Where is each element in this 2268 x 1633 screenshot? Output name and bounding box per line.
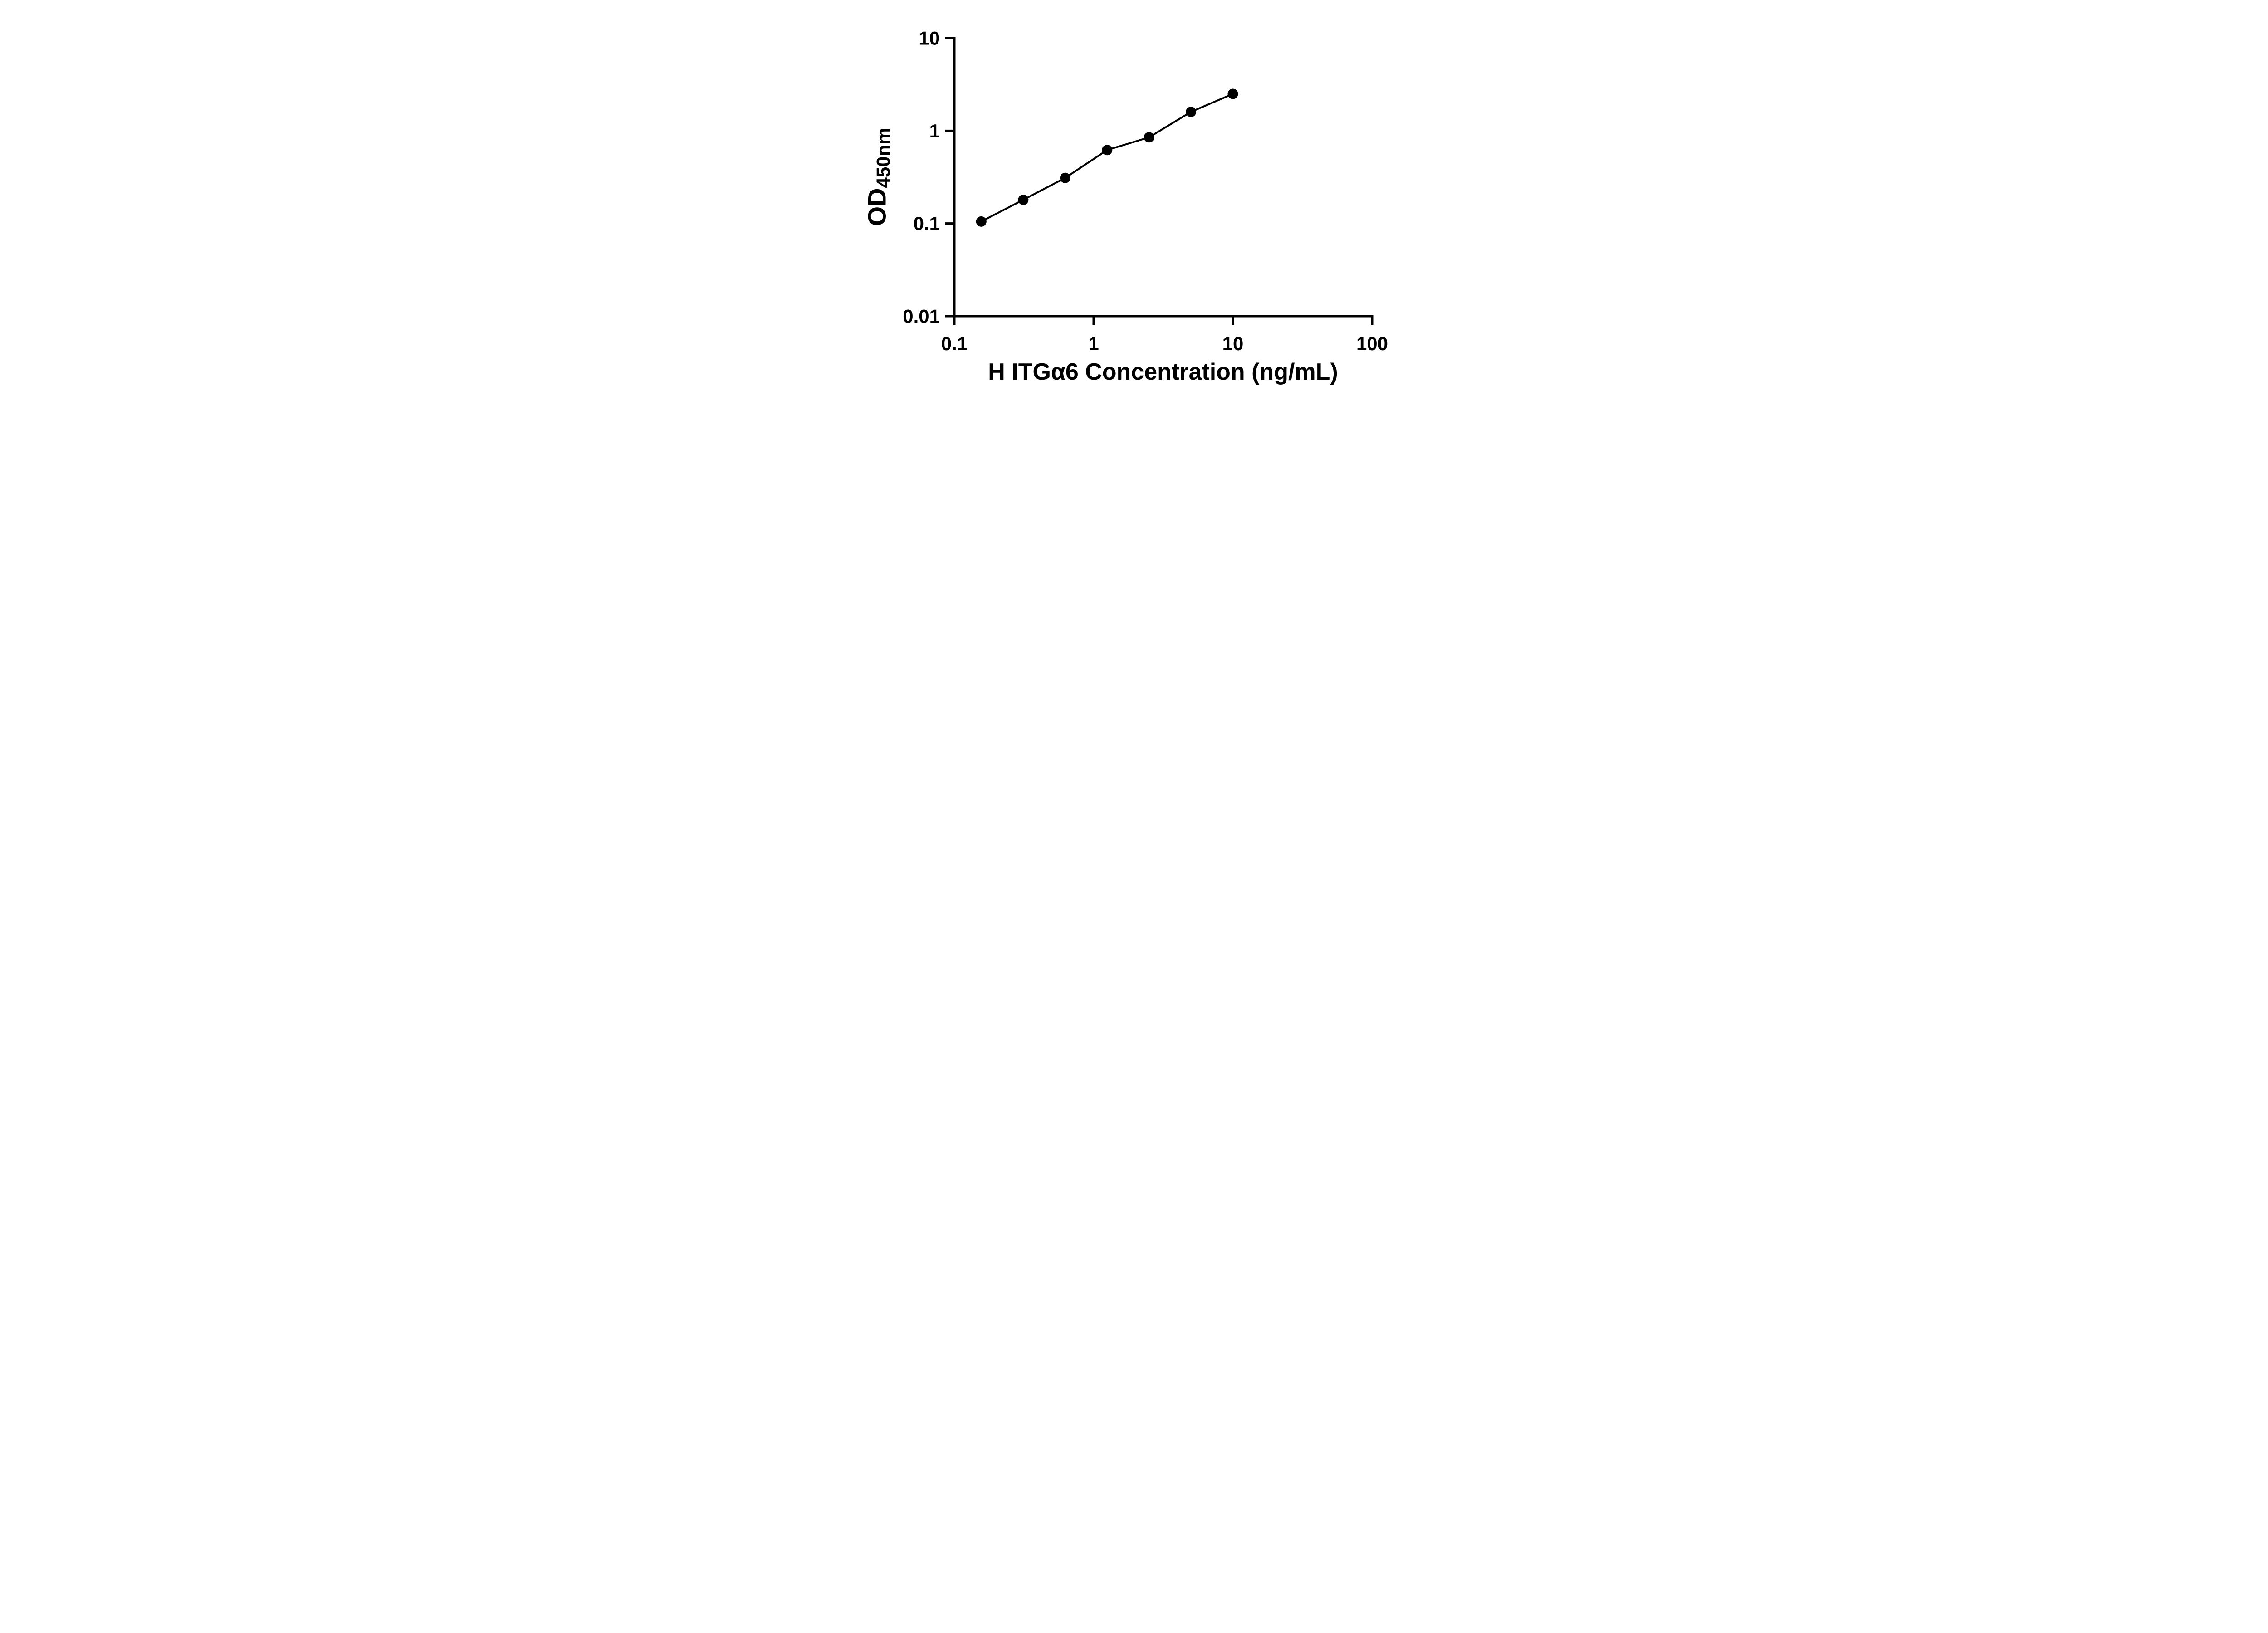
data-point [976,216,987,227]
y-axis-label-subscript: 450nm [872,127,894,188]
elisa-standard-curve-chart: 0.1 1 10 100 0.01 0.1 1 10 OD450nm H ITGα6 Conc… [842,0,1426,408]
data-point [1185,107,1196,117]
y-axis-tick-label: 0.1 [913,213,939,234]
y-axis-label-main: OD [862,188,891,226]
x-axis-tick-label: 1 [1088,333,1099,354]
y-axis-tick-label: 10 [919,28,940,49]
x-axis-label: H ITGα6 Concentration (ng/mL) [988,359,1338,385]
x-axis-tick-label: 10 [1222,333,1243,354]
x-axis-tick-label: 100 [1356,333,1388,354]
data-point [1017,195,1028,205]
data-point [1144,132,1154,143]
data-point [1227,88,1238,99]
y-axis-tick-label: 1 [929,120,939,142]
y-axis-tick-label: 0.01 [903,306,940,327]
y-axis-label: OD450nm [862,127,894,226]
data-point [1101,145,1112,156]
x-axis-tick-label: 0.1 [941,333,967,354]
axis-spines [953,37,1373,318]
data-point [1060,172,1070,183]
